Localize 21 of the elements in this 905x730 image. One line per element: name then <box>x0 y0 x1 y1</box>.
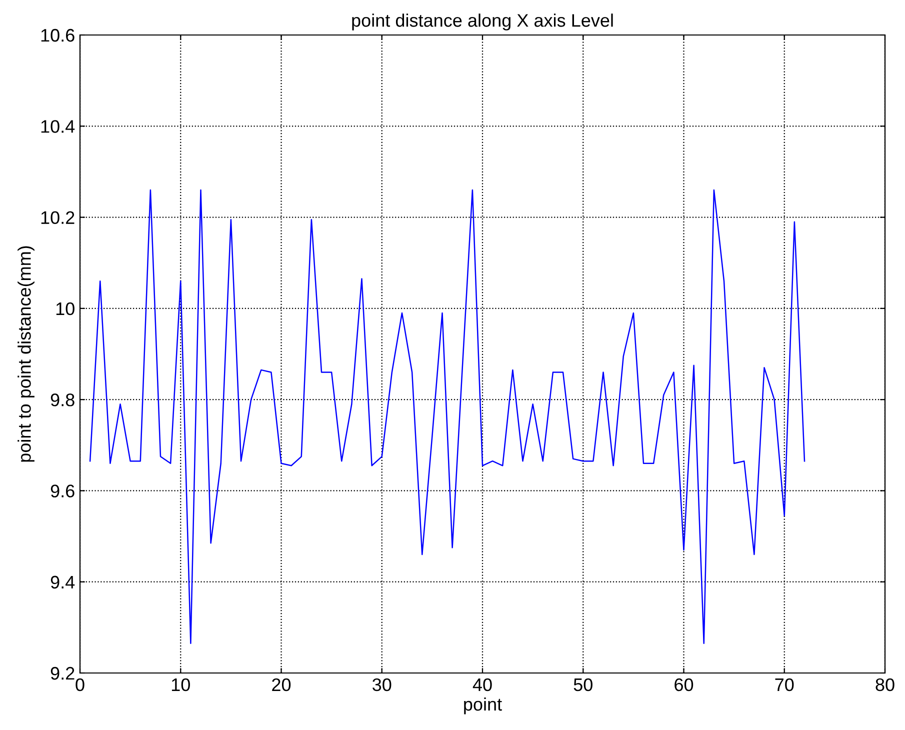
y-tick-label: 9.4 <box>50 576 75 589</box>
y-tick-label: 10.2 <box>41 211 74 224</box>
x-tick-label: 20 <box>272 678 291 692</box>
x-tick-label: 40 <box>472 678 492 692</box>
x-tick-label: 30 <box>372 678 392 692</box>
chart-title: point distance along X axis Level <box>352 14 613 30</box>
x-tick-label: 0 <box>76 678 84 692</box>
x-tick-label: 70 <box>775 678 794 692</box>
y-tick-label: 9.2 <box>50 666 74 680</box>
x-axis-title: point <box>464 697 502 714</box>
x-tick-label: 60 <box>674 678 694 692</box>
line-series <box>89 189 806 644</box>
y-tick-label: 9.8 <box>50 394 74 406</box>
y-tick-label: 10.4 <box>41 120 75 133</box>
y-axis-title: point to point distance(mm) <box>18 246 34 462</box>
y-tick-label: 10 <box>56 302 74 316</box>
x-tick-label: 50 <box>574 678 592 692</box>
x-tick-label: 10 <box>172 678 190 692</box>
x-tick-label: 80 <box>876 678 894 692</box>
y-tick-label: 9.6 <box>50 484 74 498</box>
y-tick-label: 10.6 <box>41 28 74 42</box>
